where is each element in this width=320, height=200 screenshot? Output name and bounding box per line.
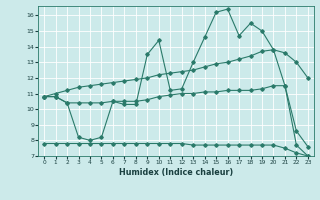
X-axis label: Humidex (Indice chaleur): Humidex (Indice chaleur) bbox=[119, 168, 233, 177]
